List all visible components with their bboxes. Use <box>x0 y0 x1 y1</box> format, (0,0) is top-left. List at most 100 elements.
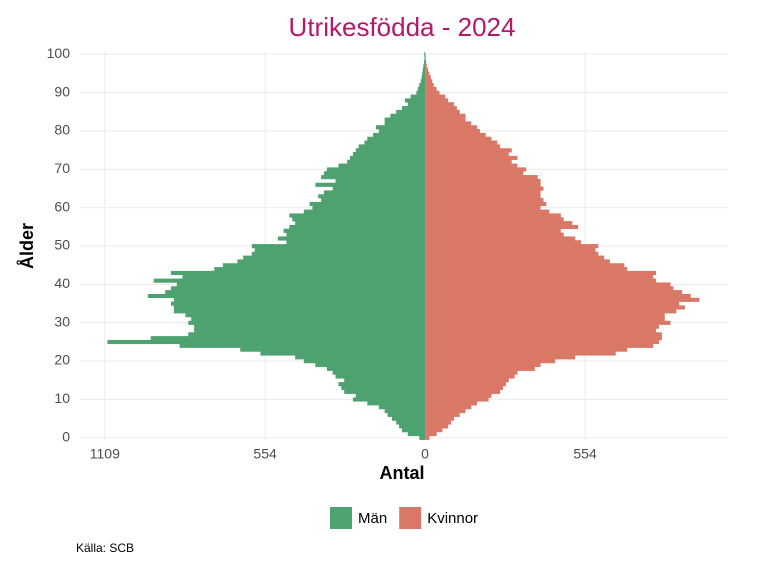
bar <box>179 343 426 348</box>
bar <box>289 224 426 230</box>
bar <box>347 159 426 164</box>
bar <box>173 297 426 302</box>
bar <box>303 359 426 364</box>
bar <box>425 175 538 180</box>
bar <box>341 385 426 391</box>
bar <box>425 121 472 126</box>
bar <box>425 117 466 122</box>
bar <box>425 351 616 356</box>
bar <box>367 401 426 406</box>
bar <box>425 389 501 394</box>
bar <box>251 251 426 256</box>
bar <box>425 339 659 345</box>
bar <box>326 366 426 371</box>
bar <box>332 370 426 375</box>
bar <box>352 397 426 402</box>
bar <box>425 393 492 398</box>
bar <box>425 236 576 241</box>
bar <box>425 247 596 253</box>
bar <box>173 305 426 310</box>
bar <box>425 60 427 65</box>
bar <box>338 163 426 168</box>
bar <box>425 362 541 368</box>
bar <box>194 328 426 333</box>
bar <box>425 382 506 387</box>
bar <box>194 324 426 329</box>
bar <box>425 217 564 222</box>
bar <box>425 405 472 410</box>
bar <box>165 290 426 295</box>
bar <box>425 274 654 279</box>
bar <box>425 336 662 341</box>
bar <box>425 401 478 406</box>
bar <box>425 102 454 107</box>
bar <box>425 359 556 364</box>
y-tick-label: 50 <box>54 237 70 253</box>
bar <box>107 339 426 345</box>
bar <box>222 263 426 268</box>
bar <box>335 374 426 379</box>
bar <box>375 125 426 130</box>
y-tick-label: 100 <box>47 45 71 61</box>
bar <box>399 424 426 429</box>
bar <box>425 213 561 218</box>
bar <box>390 113 426 118</box>
bar <box>425 420 452 425</box>
bar <box>421 75 426 80</box>
bar <box>425 408 466 414</box>
bar <box>425 374 515 379</box>
bar <box>237 259 426 264</box>
bar <box>425 152 509 157</box>
bar <box>425 83 434 88</box>
bar <box>422 67 426 72</box>
bar <box>425 171 524 176</box>
bar <box>425 67 428 72</box>
bar <box>358 144 426 149</box>
bar <box>425 370 518 375</box>
bar <box>425 221 573 226</box>
bar <box>391 416 426 421</box>
bar <box>355 148 426 153</box>
bar <box>425 270 657 276</box>
bar <box>289 213 426 218</box>
bar <box>425 278 657 283</box>
bar <box>378 129 426 134</box>
bar <box>425 186 544 191</box>
bar <box>425 167 527 172</box>
bar <box>425 224 579 230</box>
bar <box>425 71 430 76</box>
bar <box>423 60 426 65</box>
bar <box>260 351 426 356</box>
bar <box>283 228 426 233</box>
bar <box>424 56 426 61</box>
bar <box>153 278 426 283</box>
bar <box>425 267 628 272</box>
bar <box>425 155 518 161</box>
bar <box>387 412 426 417</box>
bar <box>419 83 426 88</box>
bar <box>378 405 426 410</box>
bar <box>350 155 426 161</box>
bar <box>425 240 582 245</box>
bar <box>286 232 426 237</box>
bar <box>425 148 512 153</box>
bar <box>182 274 426 279</box>
bar <box>417 86 426 92</box>
bar <box>425 286 674 291</box>
bar <box>410 94 426 99</box>
bar <box>425 205 541 210</box>
bar <box>419 435 426 440</box>
bar <box>170 286 426 291</box>
bar <box>355 393 426 398</box>
y-tick-label: 70 <box>54 160 70 176</box>
x-tick-label: 0 <box>421 446 429 462</box>
bar <box>364 140 426 145</box>
bar <box>173 309 426 314</box>
bar <box>425 232 564 237</box>
bar <box>425 113 466 118</box>
bar <box>425 293 691 299</box>
bar <box>425 86 437 92</box>
x-tick-label: 554 <box>253 446 277 462</box>
bar <box>425 251 599 256</box>
bar <box>425 301 680 306</box>
